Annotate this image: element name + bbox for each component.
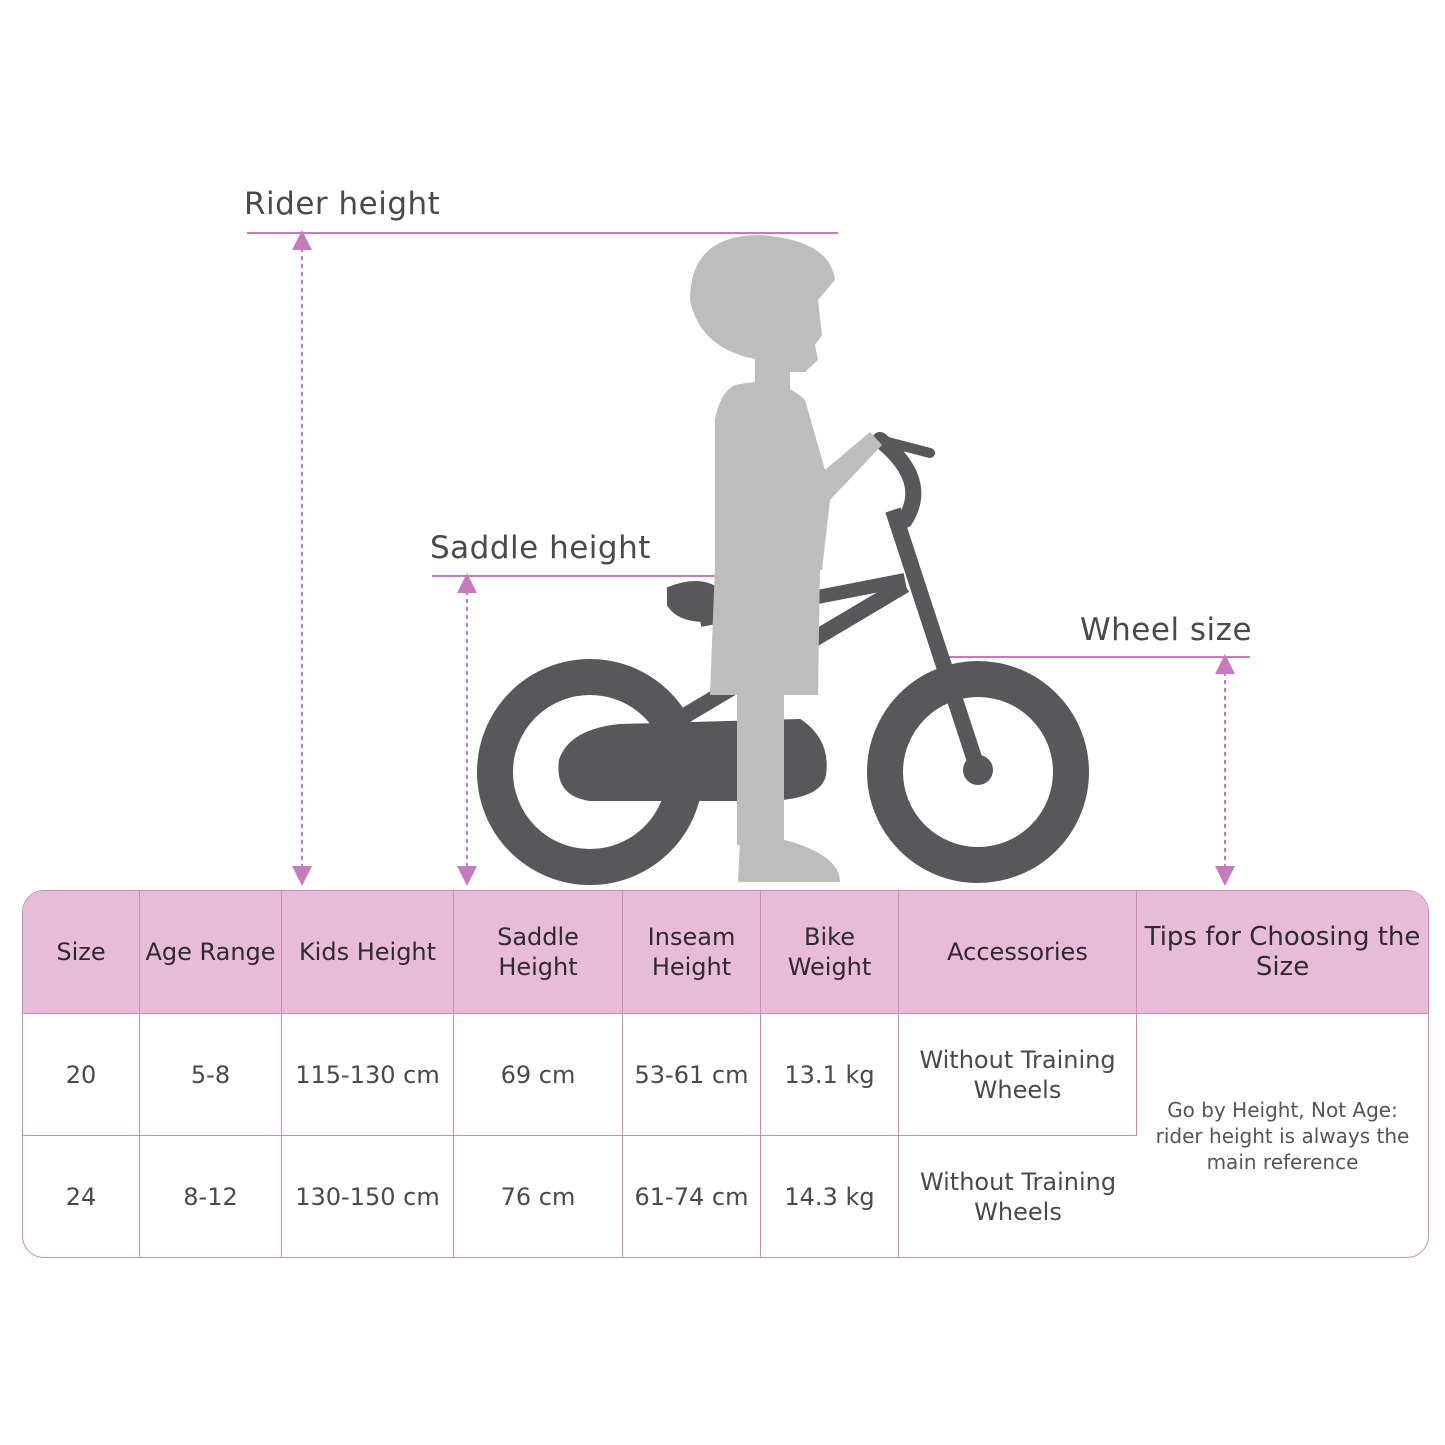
cell-size: 20 bbox=[23, 1014, 140, 1136]
header-accessories: Accessories bbox=[899, 891, 1137, 1014]
header-size: Size bbox=[23, 891, 140, 1014]
cell-bike-weight: 14.3 kg bbox=[761, 1136, 899, 1257]
rider-height-label: Rider height bbox=[244, 186, 441, 222]
header-saddle-height: Saddle Height bbox=[454, 891, 623, 1014]
saddle-height-label: Saddle height bbox=[430, 530, 651, 566]
table-header-row: Size Age Range Kids Height Saddle Height… bbox=[23, 891, 1428, 1014]
cell-inseam-height: 53-61 cm bbox=[623, 1014, 761, 1136]
cell-age-range: 5-8 bbox=[140, 1014, 282, 1136]
cell-kids-height: 115-130 cm bbox=[282, 1014, 454, 1136]
cell-kids-height: 130-150 cm bbox=[282, 1136, 454, 1257]
child-silhouette-icon bbox=[690, 235, 882, 882]
cell-bike-weight: 13.1 kg bbox=[761, 1014, 899, 1136]
size-chart-table: Size Age Range Kids Height Saddle Height… bbox=[22, 890, 1429, 1258]
bike-size-illustration bbox=[247, 230, 1250, 886]
table-row: 20 5-8 115-130 cm 69 cm 53-61 cm 13.1 kg… bbox=[23, 1014, 1428, 1174]
header-kids-height: Kids Height bbox=[282, 891, 454, 1014]
cell-saddle-height: 69 cm bbox=[454, 1014, 623, 1136]
cell-inseam-height: 61-74 cm bbox=[623, 1136, 761, 1257]
cell-age-range: 8-12 bbox=[140, 1136, 282, 1257]
header-inseam-height: Inseam Height bbox=[623, 891, 761, 1014]
cell-accessories: Without Training Wheels bbox=[899, 1014, 1137, 1136]
cell-saddle-height: 76 cm bbox=[454, 1136, 623, 1257]
header-tips: Tips for Choosing the Size bbox=[1137, 891, 1428, 1014]
cell-size: 24 bbox=[23, 1136, 140, 1257]
cell-accessories: Without Training Wheels bbox=[919, 1167, 1117, 1226]
header-bike-weight: Bike Weight bbox=[761, 891, 899, 1014]
table-row: 24 8-12 130-150 cm 76 cm 61-74 cm 14.3 k… bbox=[23, 1136, 1428, 1257]
header-age-range: Age Range bbox=[140, 891, 282, 1014]
cell-tip: Go by Height, Not Age: rider height is a… bbox=[1155, 1097, 1410, 1174]
wheel-size-label: Wheel size bbox=[1080, 612, 1253, 648]
